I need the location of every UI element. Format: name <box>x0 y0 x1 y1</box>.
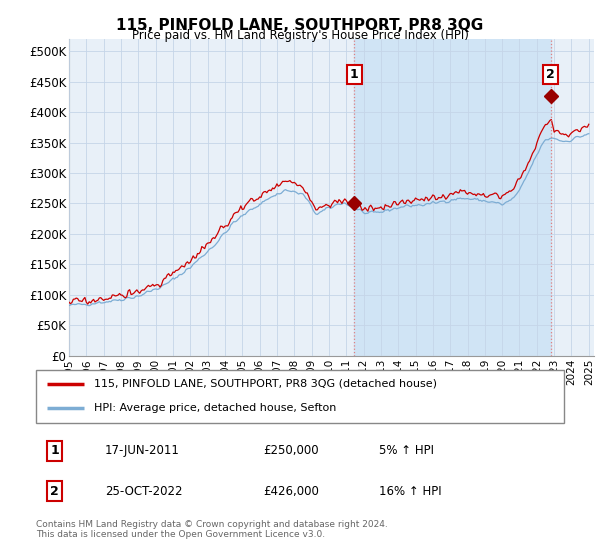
Text: 2: 2 <box>546 68 555 81</box>
Text: 1: 1 <box>350 68 359 81</box>
Text: 16% ↑ HPI: 16% ↑ HPI <box>379 485 442 498</box>
Text: Contains HM Land Registry data © Crown copyright and database right 2024.: Contains HM Land Registry data © Crown c… <box>36 520 388 529</box>
Text: 115, PINFOLD LANE, SOUTHPORT, PR8 3QG (detached house): 115, PINFOLD LANE, SOUTHPORT, PR8 3QG (d… <box>94 379 437 389</box>
Text: HPI: Average price, detached house, Sefton: HPI: Average price, detached house, Seft… <box>94 403 337 413</box>
Text: £426,000: £426,000 <box>263 485 319 498</box>
Bar <box>354 39 551 356</box>
Text: 17-JUN-2011: 17-JUN-2011 <box>104 444 179 457</box>
Text: 25-OCT-2022: 25-OCT-2022 <box>104 485 182 498</box>
Text: 1: 1 <box>50 444 59 457</box>
Text: 2: 2 <box>50 485 59 498</box>
Text: Price paid vs. HM Land Registry's House Price Index (HPI): Price paid vs. HM Land Registry's House … <box>131 29 469 42</box>
FancyBboxPatch shape <box>36 370 564 423</box>
Text: 115, PINFOLD LANE, SOUTHPORT, PR8 3QG: 115, PINFOLD LANE, SOUTHPORT, PR8 3QG <box>116 18 484 33</box>
Text: This data is licensed under the Open Government Licence v3.0.: This data is licensed under the Open Gov… <box>36 530 325 539</box>
Text: £250,000: £250,000 <box>263 444 319 457</box>
Text: 5% ↑ HPI: 5% ↑ HPI <box>379 444 434 457</box>
